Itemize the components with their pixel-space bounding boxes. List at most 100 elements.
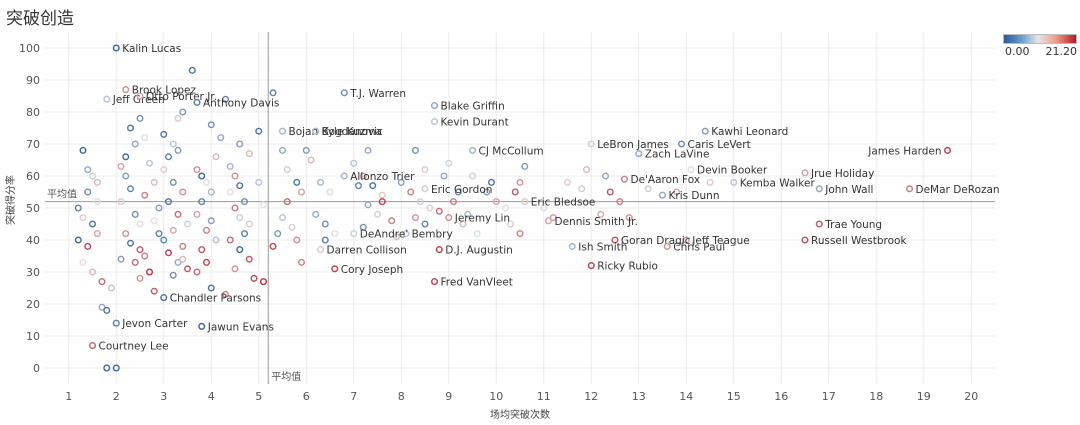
data-point [174, 114, 182, 122]
point-label: Chris Paul [673, 241, 725, 253]
data-point [122, 172, 130, 180]
data-point [331, 265, 339, 273]
data-point [79, 258, 87, 266]
point-label: CJ McCollum [479, 145, 544, 157]
data-point [521, 162, 529, 170]
x-tick-label: 5 [255, 390, 262, 403]
data-point [583, 166, 591, 174]
data-point [483, 188, 491, 196]
point-label: Russell Westbrook [811, 235, 907, 247]
data-point [79, 214, 87, 222]
data-point [298, 188, 306, 196]
data-point [150, 217, 158, 225]
data-point [207, 121, 215, 129]
data-point [730, 178, 738, 186]
data-point [126, 185, 134, 193]
data-point [426, 204, 434, 212]
data-point [293, 178, 301, 186]
data-point [103, 364, 111, 372]
data-point [412, 146, 420, 154]
chart-title: 突破创造 [6, 9, 74, 29]
data-point [274, 230, 282, 238]
data-point [350, 159, 358, 167]
data-point [459, 220, 467, 228]
data-point [198, 198, 206, 206]
data-point [202, 226, 210, 234]
data-point [597, 210, 605, 218]
x-tick-label: 12 [584, 390, 598, 403]
data-point [179, 242, 187, 250]
point-label: Kris Dunn [669, 190, 720, 202]
data-point [469, 172, 477, 180]
data-point [240, 230, 248, 238]
data-point [136, 246, 144, 254]
point-label: James Harden [867, 145, 941, 157]
data-point [440, 172, 448, 180]
y-tick-label: 90 [26, 74, 40, 87]
data-point [516, 178, 524, 186]
data-point [169, 226, 177, 234]
data-point [378, 198, 386, 206]
point-label: Jrue Holiday [810, 168, 874, 180]
data-point [136, 274, 144, 282]
data-point [141, 134, 149, 142]
point-label: Allonzo Trier [350, 171, 415, 183]
data-point [136, 114, 144, 122]
data-point [84, 166, 92, 174]
point-label: Darren Collison [327, 245, 407, 257]
point-label: Cory Joseph [341, 264, 403, 276]
data-point [188, 66, 196, 74]
data-point [578, 185, 586, 193]
data-point [350, 230, 358, 238]
color-legend-min: 0.00 [1005, 45, 1030, 58]
color-legend: 0.00 21.20 [1003, 34, 1077, 64]
data-point [260, 278, 268, 286]
data-point [302, 146, 310, 154]
data-point [74, 204, 82, 212]
data-point [169, 178, 177, 186]
data-point [445, 159, 453, 167]
data-point [93, 178, 101, 186]
color-legend-gradient [1003, 34, 1077, 44]
data-point [663, 242, 671, 250]
data-point [136, 220, 144, 228]
data-point [226, 236, 234, 244]
y-average-label: 平均值 [47, 188, 77, 201]
data-point [255, 178, 263, 186]
data-point [943, 146, 952, 154]
point-label: Devin Booker [697, 165, 768, 177]
data-point [312, 127, 320, 135]
data-point [169, 140, 177, 148]
data-point [79, 146, 87, 154]
data-point [245, 150, 253, 158]
data-point [98, 278, 106, 286]
data-point [117, 198, 125, 206]
data-point [369, 182, 377, 190]
x-axis-title: 场均突破次数 [490, 408, 550, 421]
data-point [312, 210, 320, 218]
y-tick-label: 40 [26, 234, 40, 247]
point-label: Trae Young [824, 219, 882, 231]
data-point [84, 242, 92, 250]
data-point [321, 220, 329, 228]
data-point [701, 127, 709, 135]
point-label: Bojan Bogdanovic [289, 126, 384, 138]
data-point [179, 188, 187, 196]
data-point [298, 258, 306, 266]
data-point [221, 95, 229, 103]
data-point [507, 220, 515, 228]
data-point [98, 303, 106, 311]
data-point [236, 246, 244, 254]
y-tick-label: 60 [26, 170, 40, 183]
x-tick-label: 6 [303, 390, 310, 403]
x-tick-label: 18 [869, 390, 883, 403]
data-point [407, 188, 415, 196]
point-label: Chandler Parsons [170, 293, 261, 305]
data-point [131, 210, 139, 218]
data-point [164, 198, 172, 206]
point-label: Caris LeVert [688, 139, 751, 151]
y-tick-label: 10 [26, 330, 40, 343]
point-label: T.J. Warren [349, 88, 406, 100]
data-point [293, 236, 301, 244]
data-point [815, 220, 823, 228]
